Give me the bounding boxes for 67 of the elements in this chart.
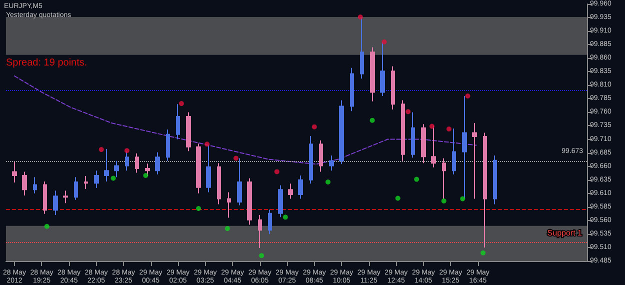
point xyxy=(382,39,387,44)
point xyxy=(110,176,116,181)
point xyxy=(274,169,280,174)
point xyxy=(224,226,230,232)
candlestick xyxy=(391,66,395,110)
point xyxy=(460,196,466,202)
candlestick xyxy=(53,190,58,216)
candlestick xyxy=(196,143,201,194)
line-series xyxy=(14,75,477,165)
annotation: Spread: 19 points. xyxy=(6,58,88,68)
point xyxy=(44,224,50,229)
point xyxy=(326,180,330,185)
candlestick xyxy=(135,152,139,174)
candlestick xyxy=(309,136,313,184)
candlestick xyxy=(217,162,221,205)
point xyxy=(124,148,130,154)
candlestick xyxy=(339,100,344,165)
candlestick xyxy=(411,112,415,158)
candlestick xyxy=(329,154,334,172)
point xyxy=(196,206,202,212)
candlestick xyxy=(22,171,27,196)
candlestick xyxy=(114,160,119,178)
ref-line-label: Support 1 xyxy=(547,228,583,238)
point xyxy=(465,93,470,98)
candlestick xyxy=(298,175,303,200)
candlestick xyxy=(370,46,375,102)
point xyxy=(312,124,317,130)
candlestick xyxy=(452,128,456,175)
candlestick xyxy=(319,140,323,172)
candlestick xyxy=(401,100,405,162)
candlestick xyxy=(155,152,160,175)
point xyxy=(480,250,486,256)
candlestick xyxy=(186,112,191,152)
point xyxy=(395,196,400,201)
point xyxy=(406,109,411,114)
candlestick xyxy=(176,104,180,140)
point xyxy=(233,156,238,161)
candlestick xyxy=(483,132,487,248)
candlestick xyxy=(166,129,170,162)
candlestick xyxy=(74,176,78,200)
candlestick xyxy=(268,209,272,234)
candlestick xyxy=(84,176,88,190)
candlestick xyxy=(12,161,17,184)
point xyxy=(178,101,184,106)
point xyxy=(446,126,452,132)
point xyxy=(370,118,375,123)
point xyxy=(441,198,446,204)
candlestick xyxy=(472,122,477,200)
candlestick xyxy=(350,67,354,112)
candlestick xyxy=(33,176,37,194)
point xyxy=(429,124,434,129)
point xyxy=(358,14,363,20)
candlestick xyxy=(288,183,293,200)
candlestick xyxy=(247,178,252,226)
point xyxy=(143,173,148,178)
point xyxy=(204,142,210,147)
candlestick xyxy=(227,192,231,218)
candlestick xyxy=(421,124,426,164)
candlestick xyxy=(94,170,99,188)
point xyxy=(282,214,288,220)
point xyxy=(98,147,104,152)
candlestick xyxy=(493,154,497,205)
candlestick xyxy=(43,180,47,214)
point xyxy=(414,176,420,182)
candlestick xyxy=(63,190,68,204)
candlestick xyxy=(258,214,262,249)
point xyxy=(259,253,264,258)
